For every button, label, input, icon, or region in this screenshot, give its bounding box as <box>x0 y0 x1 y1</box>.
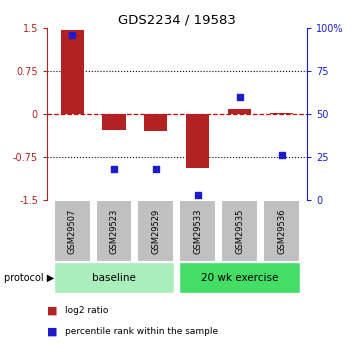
Bar <box>270 113 293 114</box>
Bar <box>179 262 300 293</box>
Bar <box>228 109 251 114</box>
Bar <box>263 200 300 262</box>
Bar <box>96 200 132 262</box>
Text: log2 ratio: log2 ratio <box>65 306 108 315</box>
Bar <box>144 114 168 131</box>
Text: percentile rank within the sample: percentile rank within the sample <box>65 327 218 336</box>
Point <box>153 166 159 172</box>
Text: GSM29536: GSM29536 <box>277 208 286 254</box>
Bar <box>61 30 84 114</box>
Text: GSM29529: GSM29529 <box>151 208 160 254</box>
Bar <box>54 262 174 293</box>
Point <box>111 166 117 172</box>
Bar <box>103 114 126 130</box>
Bar <box>186 114 209 168</box>
Text: baseline: baseline <box>92 273 136 283</box>
Bar <box>179 200 216 262</box>
Point <box>195 192 201 198</box>
Bar <box>54 200 91 262</box>
Text: protocol ▶: protocol ▶ <box>4 273 54 283</box>
Point <box>69 32 75 37</box>
Text: GSM29507: GSM29507 <box>68 208 77 254</box>
Text: ■: ■ <box>47 326 57 336</box>
Text: GSM29535: GSM29535 <box>235 208 244 254</box>
Point <box>279 152 284 158</box>
Text: GSM29533: GSM29533 <box>193 208 203 254</box>
Text: GSM29523: GSM29523 <box>109 208 118 254</box>
Bar <box>138 200 174 262</box>
Text: ■: ■ <box>47 306 57 315</box>
Bar <box>221 200 258 262</box>
Point <box>237 94 243 99</box>
Title: GDS2234 / 19583: GDS2234 / 19583 <box>118 13 236 27</box>
Text: 20 wk exercise: 20 wk exercise <box>201 273 278 283</box>
